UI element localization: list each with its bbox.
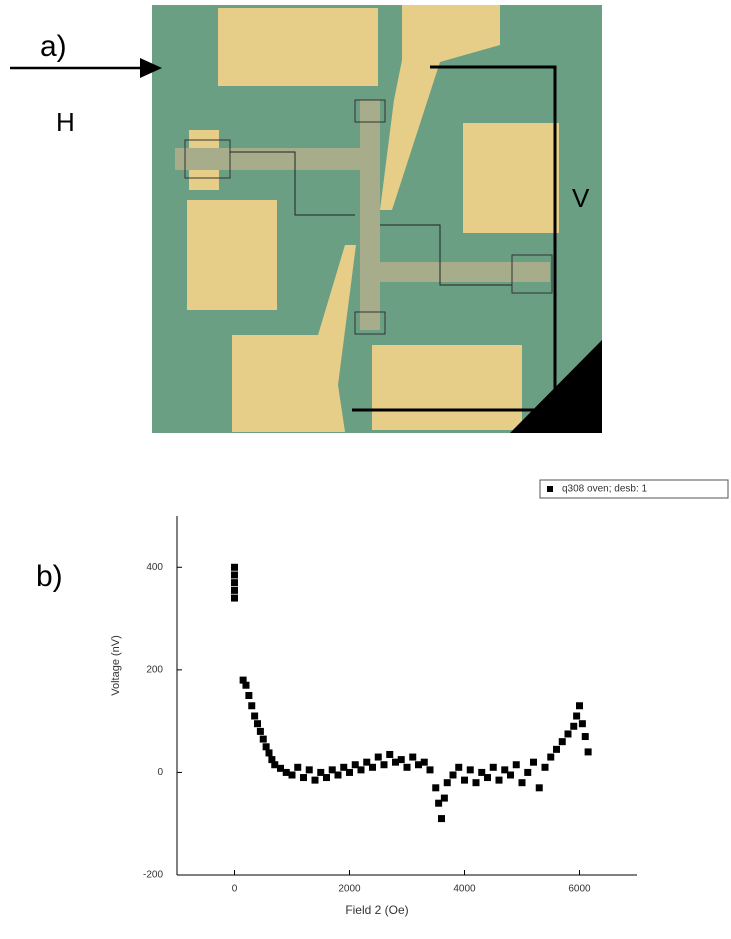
point — [398, 756, 405, 763]
point — [427, 766, 434, 773]
pad — [218, 8, 378, 86]
point — [519, 779, 526, 786]
point — [467, 766, 474, 773]
point — [450, 771, 457, 778]
point — [257, 728, 264, 735]
point — [231, 579, 238, 586]
point — [375, 754, 382, 761]
x-tick-label: 4000 — [453, 884, 476, 895]
point — [251, 713, 258, 720]
legend-label: q308 oven; desb: 1 — [562, 484, 648, 495]
point — [289, 771, 296, 778]
point — [323, 774, 330, 781]
panel-label: b) — [36, 560, 63, 593]
point — [582, 733, 589, 740]
point — [231, 571, 238, 578]
voltage-label: V — [572, 183, 590, 213]
point — [579, 720, 586, 727]
point — [358, 766, 365, 773]
point — [455, 764, 462, 771]
point — [243, 682, 250, 689]
point — [441, 795, 448, 802]
point — [461, 777, 468, 784]
y-tick-label: 400 — [146, 562, 163, 573]
point — [565, 730, 572, 737]
point — [404, 764, 411, 771]
x-tick-label: 0 — [232, 884, 238, 895]
point — [553, 746, 560, 753]
point — [248, 702, 255, 709]
point — [490, 764, 497, 771]
strip — [360, 100, 380, 330]
y-tick-label: -200 — [143, 870, 163, 881]
x-tick-label: 6000 — [568, 884, 591, 895]
field-label: H — [56, 107, 75, 137]
point — [254, 720, 261, 727]
pad — [372, 345, 522, 430]
y-axis-label: Voltage (nV) — [110, 635, 122, 696]
point — [300, 774, 307, 781]
point — [409, 754, 416, 761]
y-tick-label: 0 — [157, 767, 163, 778]
point — [542, 764, 549, 771]
point — [484, 774, 491, 781]
point — [536, 784, 543, 791]
point — [444, 779, 451, 786]
point — [306, 766, 313, 773]
point — [530, 759, 537, 766]
point — [524, 769, 531, 776]
point — [386, 751, 393, 758]
point — [346, 769, 353, 776]
point — [312, 777, 319, 784]
point — [381, 761, 388, 768]
point — [585, 748, 592, 755]
point — [260, 736, 267, 743]
point — [576, 702, 583, 709]
point — [231, 587, 238, 594]
x-axis-label: Field 2 (Oe) — [345, 903, 408, 917]
strip — [175, 148, 360, 170]
strip — [380, 262, 550, 282]
point — [507, 771, 514, 778]
micrograph — [152, 5, 602, 433]
point — [335, 771, 342, 778]
point — [294, 764, 301, 771]
figure: a) H V b) -20002004000200040006000Field … — [0, 0, 731, 934]
point — [513, 761, 520, 768]
point — [473, 779, 480, 786]
point — [231, 564, 238, 571]
point — [496, 777, 503, 784]
point — [369, 764, 376, 771]
point — [438, 815, 445, 822]
point — [547, 754, 554, 761]
point — [266, 749, 273, 756]
point — [432, 784, 439, 791]
legend-marker — [547, 486, 553, 492]
point — [231, 595, 238, 602]
y-tick-label: 200 — [146, 664, 163, 675]
point — [245, 692, 252, 699]
pad — [187, 200, 277, 310]
point — [421, 759, 428, 766]
point — [263, 743, 270, 750]
pad — [463, 123, 559, 233]
x-tick-label: 2000 — [338, 884, 361, 895]
point — [573, 713, 580, 720]
point — [570, 723, 577, 730]
panel-label: a) — [40, 30, 67, 63]
point — [559, 738, 566, 745]
